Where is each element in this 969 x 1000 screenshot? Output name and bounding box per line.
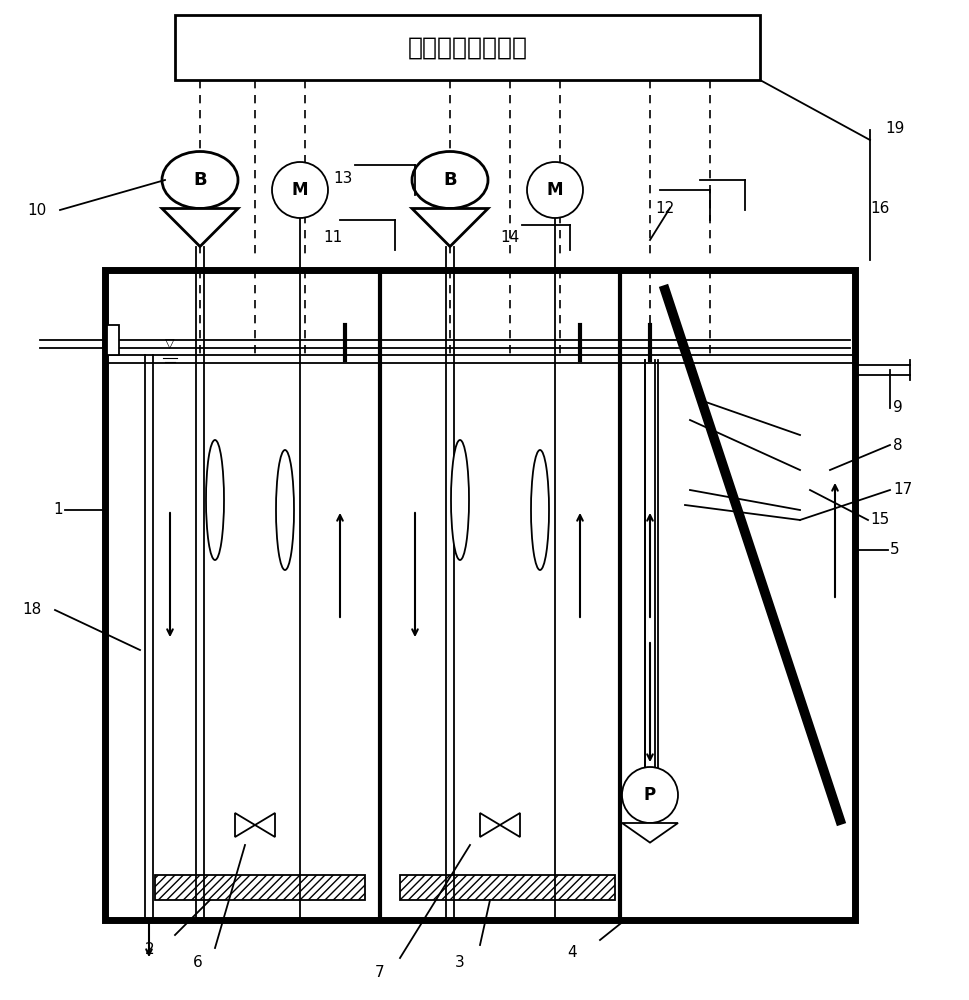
Ellipse shape <box>205 440 224 560</box>
Bar <box>174 15 760 80</box>
Polygon shape <box>621 823 677 843</box>
Text: 14: 14 <box>499 231 518 245</box>
Ellipse shape <box>162 152 237 209</box>
Text: 13: 13 <box>332 171 352 186</box>
Text: 1: 1 <box>53 502 63 518</box>
Text: 9: 9 <box>892 400 902 416</box>
Text: B: B <box>193 171 206 189</box>
Text: 5: 5 <box>890 542 898 558</box>
Text: 6: 6 <box>193 955 203 970</box>
Circle shape <box>621 767 677 823</box>
Text: 18: 18 <box>22 602 42 617</box>
Text: 4: 4 <box>567 945 577 960</box>
Text: M: M <box>547 181 563 199</box>
Bar <box>107 325 119 355</box>
Polygon shape <box>255 813 275 837</box>
Text: 12: 12 <box>654 201 673 216</box>
Text: 2: 2 <box>145 942 155 957</box>
Polygon shape <box>412 209 487 246</box>
Bar <box>105 270 854 920</box>
Polygon shape <box>234 813 255 837</box>
Ellipse shape <box>412 152 487 209</box>
Circle shape <box>526 162 582 218</box>
Polygon shape <box>499 813 519 837</box>
Bar <box>399 875 614 900</box>
Circle shape <box>271 162 328 218</box>
Polygon shape <box>162 209 237 246</box>
Text: 16: 16 <box>869 201 889 216</box>
Ellipse shape <box>276 450 294 570</box>
Text: 15: 15 <box>869 512 889 528</box>
Text: 11: 11 <box>323 231 342 245</box>
Polygon shape <box>480 813 499 837</box>
Text: 8: 8 <box>892 438 902 452</box>
Ellipse shape <box>530 450 548 570</box>
Text: 17: 17 <box>892 483 911 497</box>
Text: 7: 7 <box>375 965 385 980</box>
Text: 自动运行控制系统: 自动运行控制系统 <box>407 36 527 60</box>
Text: B: B <box>443 171 456 189</box>
Text: P: P <box>643 786 655 804</box>
Text: M: M <box>292 181 308 199</box>
Text: ▽: ▽ <box>165 337 174 350</box>
Ellipse shape <box>451 440 469 560</box>
Text: 19: 19 <box>884 121 903 136</box>
Bar <box>155 875 364 900</box>
Text: 10: 10 <box>27 203 47 218</box>
Text: 3: 3 <box>454 955 464 970</box>
